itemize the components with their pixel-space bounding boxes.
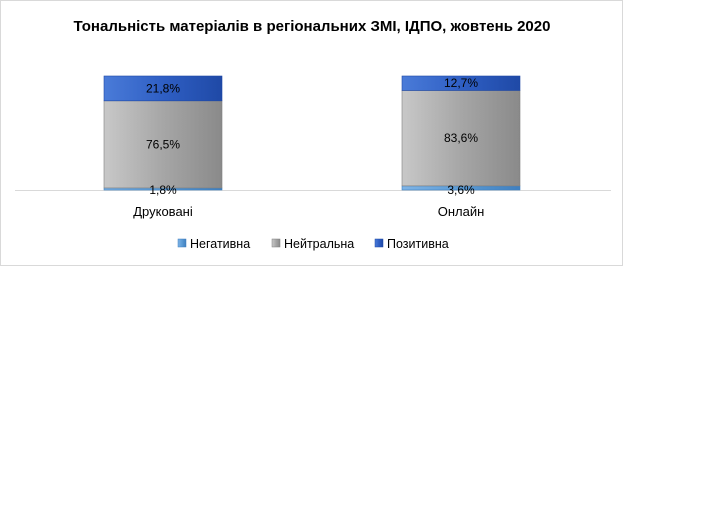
data-label-1-2: 12,7% — [444, 76, 478, 90]
data-label-0-1: 76,5% — [146, 137, 180, 151]
legend-label-0: Негативна — [190, 237, 250, 251]
legend-swatch-2 — [374, 238, 384, 248]
chart-title: Тональність матеріалів в регіональних ЗМ… — [74, 18, 551, 35]
data-labels-layer: 1,8% 76,5% 21,8% 3,6% 83,6% 12,7% — [146, 76, 478, 197]
legend-item-1: Нейтральна — [271, 237, 354, 251]
data-label-0-2: 21,8% — [146, 81, 180, 95]
data-label-0-0: 1,8% — [149, 183, 177, 197]
chart-svg: Тональність матеріалів в регіональних ЗМ… — [15, 18, 611, 251]
legend-item-0: Негативна — [177, 237, 250, 251]
bar-segment-1-1 — [401, 90, 521, 187]
legend-label-1: Нейтральна — [284, 237, 354, 251]
bar-segment-0-1 — [103, 100, 223, 189]
category-label-0: Друковані — [133, 204, 193, 219]
bar-segment-1-2 — [401, 75, 521, 91]
legend-swatch-1 — [271, 238, 281, 248]
bars-layer — [103, 75, 521, 191]
legend-swatch-0 — [177, 238, 187, 248]
legend: Негативна Нейтральна Позитивна — [177, 237, 449, 251]
bar-segment-0-2 — [103, 75, 223, 102]
legend-item-2: Позитивна — [374, 237, 449, 251]
chart-frame: Тональність матеріалів в регіональних ЗМ… — [0, 0, 623, 266]
data-label-1-1: 83,6% — [444, 131, 478, 145]
category-label-1: Онлайн — [438, 204, 485, 219]
data-label-1-0: 3,6% — [447, 183, 475, 197]
legend-label-2: Позитивна — [387, 237, 449, 251]
